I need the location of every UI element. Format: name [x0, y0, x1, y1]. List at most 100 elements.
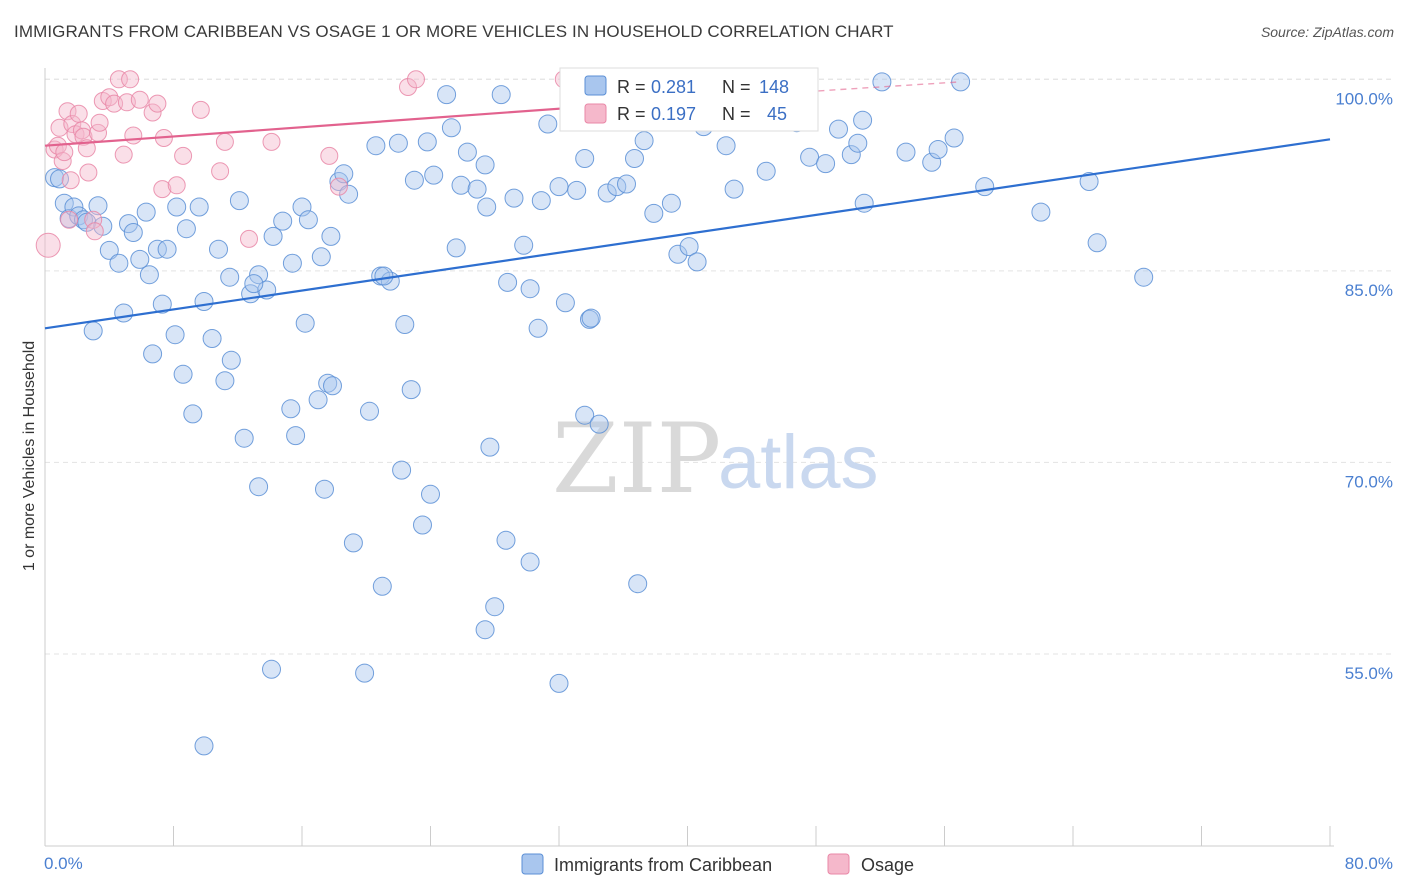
legend-n-value: 45: [767, 104, 787, 124]
y-tick-label: 85.0%: [1345, 281, 1393, 300]
caribbean-data-point: [194, 292, 214, 311]
caribbean-data-point: [308, 390, 328, 410]
caribbean-data-point: [756, 161, 776, 181]
caribbean-data-point: [661, 193, 681, 213]
caribbean-data-point: [221, 350, 241, 370]
caribbean-data-point: [477, 197, 497, 217]
caribbean-trend-line: [44, 138, 1331, 330]
correlation-legend: R = 0.281 N = 148 R = 0.197 N = 45: [559, 67, 819, 132]
legend-n-label: N =: [722, 104, 751, 124]
caribbean-data-point: [286, 426, 306, 446]
caribbean-data-point: [374, 266, 394, 286]
osage-data-point: [262, 132, 281, 151]
caribbean-data-point: [404, 170, 424, 190]
caribbean-data-point: [628, 574, 648, 594]
osage-data-point: [114, 145, 133, 164]
osage-data-point: [60, 210, 79, 229]
legend-n-value: 148: [759, 77, 789, 97]
caribbean-data-point: [165, 325, 185, 345]
caribbean-data-point: [724, 179, 744, 199]
caribbean-data-point: [388, 133, 408, 153]
osage-data-point: [72, 121, 91, 140]
caribbean-data-point: [360, 401, 379, 421]
osage-data-point: [174, 146, 193, 165]
osage-data-point: [240, 229, 258, 248]
y-tick-label: 55.0%: [1345, 664, 1393, 683]
axes: 100.0% 85.0% 70.0% 55.0% 0.0% 80.0%: [44, 68, 1393, 873]
caribbean-data-point: [617, 174, 636, 194]
caribbean-data-point: [147, 239, 167, 259]
caribbean-data-point: [392, 460, 412, 480]
caribbean-data-point: [157, 239, 177, 259]
osage-data-point: [211, 162, 230, 181]
caribbean-data-point: [244, 274, 264, 294]
osage-data-point: [85, 222, 104, 241]
caribbean-data-point: [1079, 172, 1099, 191]
caribbean-data-point: [220, 267, 240, 287]
caribbean-data-point: [800, 147, 820, 167]
legend-swatch-caribbean: [584, 75, 607, 96]
osage-data-point: [35, 232, 61, 258]
osage-data-point: [105, 94, 124, 113]
caribbean-data-point: [167, 197, 187, 217]
caribbean-data-point: [634, 131, 654, 151]
caribbean-data-point: [922, 152, 942, 172]
caribbean-data-point: [975, 177, 995, 197]
caribbean-data-point: [263, 226, 283, 246]
caribbean-data-point: [816, 154, 836, 174]
caribbean-data-point: [343, 533, 363, 553]
caribbean-data-point: [451, 175, 471, 195]
caribbean-data-point: [229, 191, 249, 211]
caribbean-data-point: [457, 142, 477, 162]
legend-swatch-osage: [584, 103, 607, 124]
caribbean-data-point: [853, 110, 873, 130]
osage-data-point: [124, 126, 143, 145]
caribbean-data-point: [580, 309, 599, 329]
bottom-legend-label-osage: Osage: [861, 855, 914, 875]
caribbean-data-point: [1087, 233, 1107, 253]
osage-trend-extension: [719, 81, 961, 98]
caribbean-data-point: [209, 239, 228, 259]
osage-data-point: [143, 103, 162, 122]
caribbean-data-point: [139, 265, 159, 285]
caribbean-data-point: [292, 197, 312, 217]
caribbean-data-point: [262, 659, 281, 679]
caribbean-data-point: [355, 663, 375, 683]
caribbean-data-point: [311, 247, 331, 267]
osage-data-point: [61, 171, 80, 190]
osage-data-point: [84, 210, 103, 229]
caribbean-data-point: [581, 308, 601, 328]
caribbean-data-point: [413, 515, 432, 535]
caribbean-data-point: [597, 183, 617, 203]
caribbean-data-point: [315, 479, 334, 499]
chart-title: IMMIGRANTS FROM CARIBBEAN VS OSAGE 1 OR …: [14, 22, 894, 41]
caribbean-data-point: [295, 313, 315, 333]
legend-r-value: 0.281: [651, 77, 696, 97]
caribbean-data-point: [366, 136, 386, 156]
caribbean-data-point: [202, 329, 222, 348]
caribbean-data-point: [549, 177, 569, 197]
osage-data-point: [121, 70, 140, 89]
caribbean-data-point: [687, 252, 707, 272]
caribbean-data-point: [152, 294, 172, 314]
caribbean-data-point: [538, 114, 558, 134]
caribbean-data-point: [282, 253, 302, 273]
osage-data-point: [55, 143, 74, 162]
caribbean-data-point: [215, 371, 235, 391]
caribbean-data-point: [114, 303, 134, 323]
y-axis-label: 1 or more Vehicles in Household: [21, 341, 38, 571]
osage-data-point: [320, 146, 339, 165]
osage-data-point: [63, 115, 82, 133]
caribbean-data-point: [1031, 202, 1051, 222]
caribbean-data-point: [668, 244, 688, 264]
series-legend: Immigrants from Caribbean Osage: [521, 853, 914, 875]
caribbean-data-point: [944, 128, 964, 148]
caribbean-data-point: [644, 203, 664, 223]
legend-r-label: R =: [617, 104, 646, 124]
legend-r-label: R =: [617, 77, 646, 97]
watermark-atlas: atlas: [718, 420, 879, 505]
osage-data-point: [90, 113, 109, 132]
osage-data-point: [74, 127, 93, 146]
caribbean-data-point: [136, 202, 156, 222]
caribbean-data-point: [589, 414, 609, 434]
